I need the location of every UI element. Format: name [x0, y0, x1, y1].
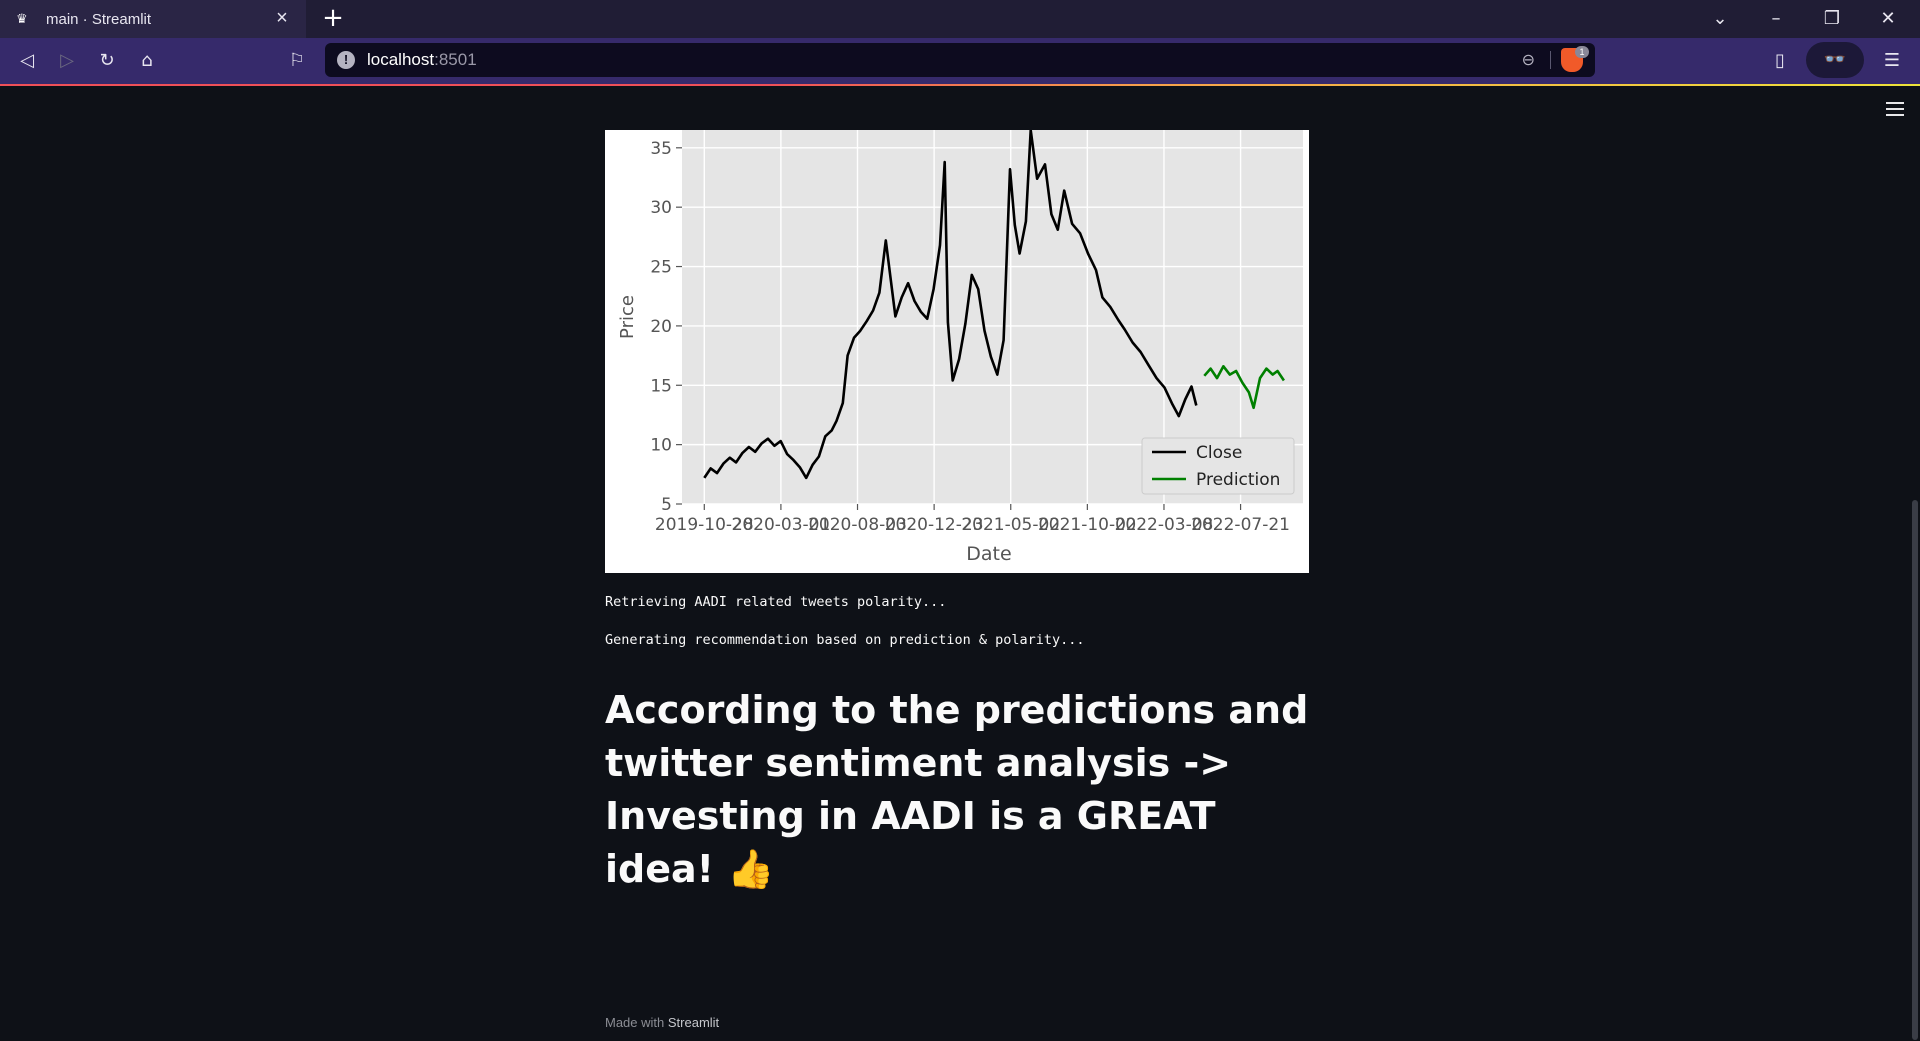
y-tick-label: 5 — [661, 495, 672, 515]
footer-prefix: Made with — [605, 1015, 668, 1030]
footer-streamlit-link[interactable]: Streamlit — [667, 1015, 720, 1030]
log-line-tweets: Retrieving AADI related tweets polarity.… — [605, 594, 947, 610]
reload-icon[interactable]: ↻ — [99, 50, 115, 71]
restore-button[interactable]: ❐ — [1823, 8, 1841, 29]
browser-tab[interactable]: ♛ main · Streamlit × — [0, 0, 306, 38]
browser-menu-icon[interactable]: ☰ — [1883, 50, 1901, 71]
series-line-prediction — [1203, 365, 1285, 410]
x-tick-label: 2022-07-21 — [1191, 515, 1290, 535]
shields-badge: 1 — [1575, 46, 1589, 58]
home-icon[interactable]: ⌂ — [141, 50, 153, 71]
streamlit-app: 5 10 15 20 25 30 35 2019-10-28 2020-03-01 2020-0… — [0, 86, 1920, 1041]
tab-search-chevron-icon[interactable]: ⌄ — [1712, 8, 1728, 29]
x-axis-label: Date — [966, 543, 1011, 565]
series-line-close — [703, 130, 1198, 480]
headline-text: According to the predictions and twitter… — [605, 688, 1309, 891]
toolbar-accent-line — [0, 84, 1920, 86]
legend-prediction-label: Prediction — [1196, 470, 1280, 490]
x-tick-label: 2021-10-02 — [1038, 515, 1137, 535]
recommendation-headline: According to the predictions and twitter… — [605, 684, 1325, 896]
x-tick-label: 2020-12-23 — [885, 515, 984, 535]
x-tick-label: 2022-03-08 — [1115, 515, 1214, 535]
page-scrollbar[interactable] — [1912, 500, 1918, 1040]
price-chart: 5 10 15 20 25 30 35 2019-10-28 2020-03-01 2020-0… — [605, 130, 1309, 573]
url-port: :8501 — [434, 50, 477, 69]
log-line-recommendation: Generating recommendation based on predi… — [605, 632, 1085, 648]
minimize-button[interactable]: – — [1771, 8, 1781, 29]
vpn-glasses-icon[interactable]: 👓 — [1806, 42, 1864, 78]
y-tick-label: 10 — [650, 436, 672, 456]
footer: Made with Streamlit — [605, 1015, 719, 1030]
url-host: localhost — [367, 50, 435, 69]
legend-close-label: Close — [1196, 443, 1242, 463]
y-axis-label: Price — [617, 295, 638, 339]
back-icon[interactable]: ◁ — [20, 50, 34, 71]
zoom-icon[interactable]: ⊖ — [1521, 50, 1535, 69]
streamlit-crown-icon: ♛ — [16, 11, 28, 26]
address-bar[interactable]: ! localhost :8501 ⊖ 1 — [325, 43, 1595, 77]
close-window-button[interactable]: ✕ — [1880, 8, 1896, 29]
thumbs-up-icon: 👍 — [727, 847, 775, 891]
close-tab-icon[interactable]: × — [276, 7, 288, 29]
x-tick-label: 2021-05-02 — [961, 515, 1060, 535]
url-divider — [1550, 51, 1551, 69]
chart-svg: 5 10 15 20 25 30 35 2019-10-282020-03-012020-0… — [617, 130, 1303, 565]
y-tick-label: 30 — [650, 198, 672, 218]
site-info-icon[interactable]: ! — [337, 51, 355, 69]
x-tick-label: 2020-03-01 — [732, 515, 831, 535]
new-tab-button[interactable]: + — [322, 3, 344, 33]
y-tick-label: 35 — [650, 139, 672, 159]
sidebar-toggle-icon[interactable]: ▯ — [1775, 50, 1785, 71]
x-tick-label: 2020-08-03 — [808, 515, 907, 535]
bookmark-icon[interactable]: ⚐ — [288, 50, 306, 71]
y-tick-label: 20 — [650, 317, 672, 337]
browser-tab-strip: ♛ main · Streamlit × + ⌄ – ❐ ✕ — [0, 0, 1920, 38]
y-tick-label: 15 — [650, 376, 672, 396]
forward-icon[interactable]: ▷ — [60, 50, 74, 71]
y-tick-label: 25 — [650, 258, 672, 278]
main-menu-icon[interactable] — [1886, 102, 1904, 116]
chart-legend: Close Prediction — [1141, 437, 1295, 495]
x-tick-label: 2019-10-28 — [655, 515, 754, 535]
tab-title: main · Streamlit — [46, 10, 152, 28]
